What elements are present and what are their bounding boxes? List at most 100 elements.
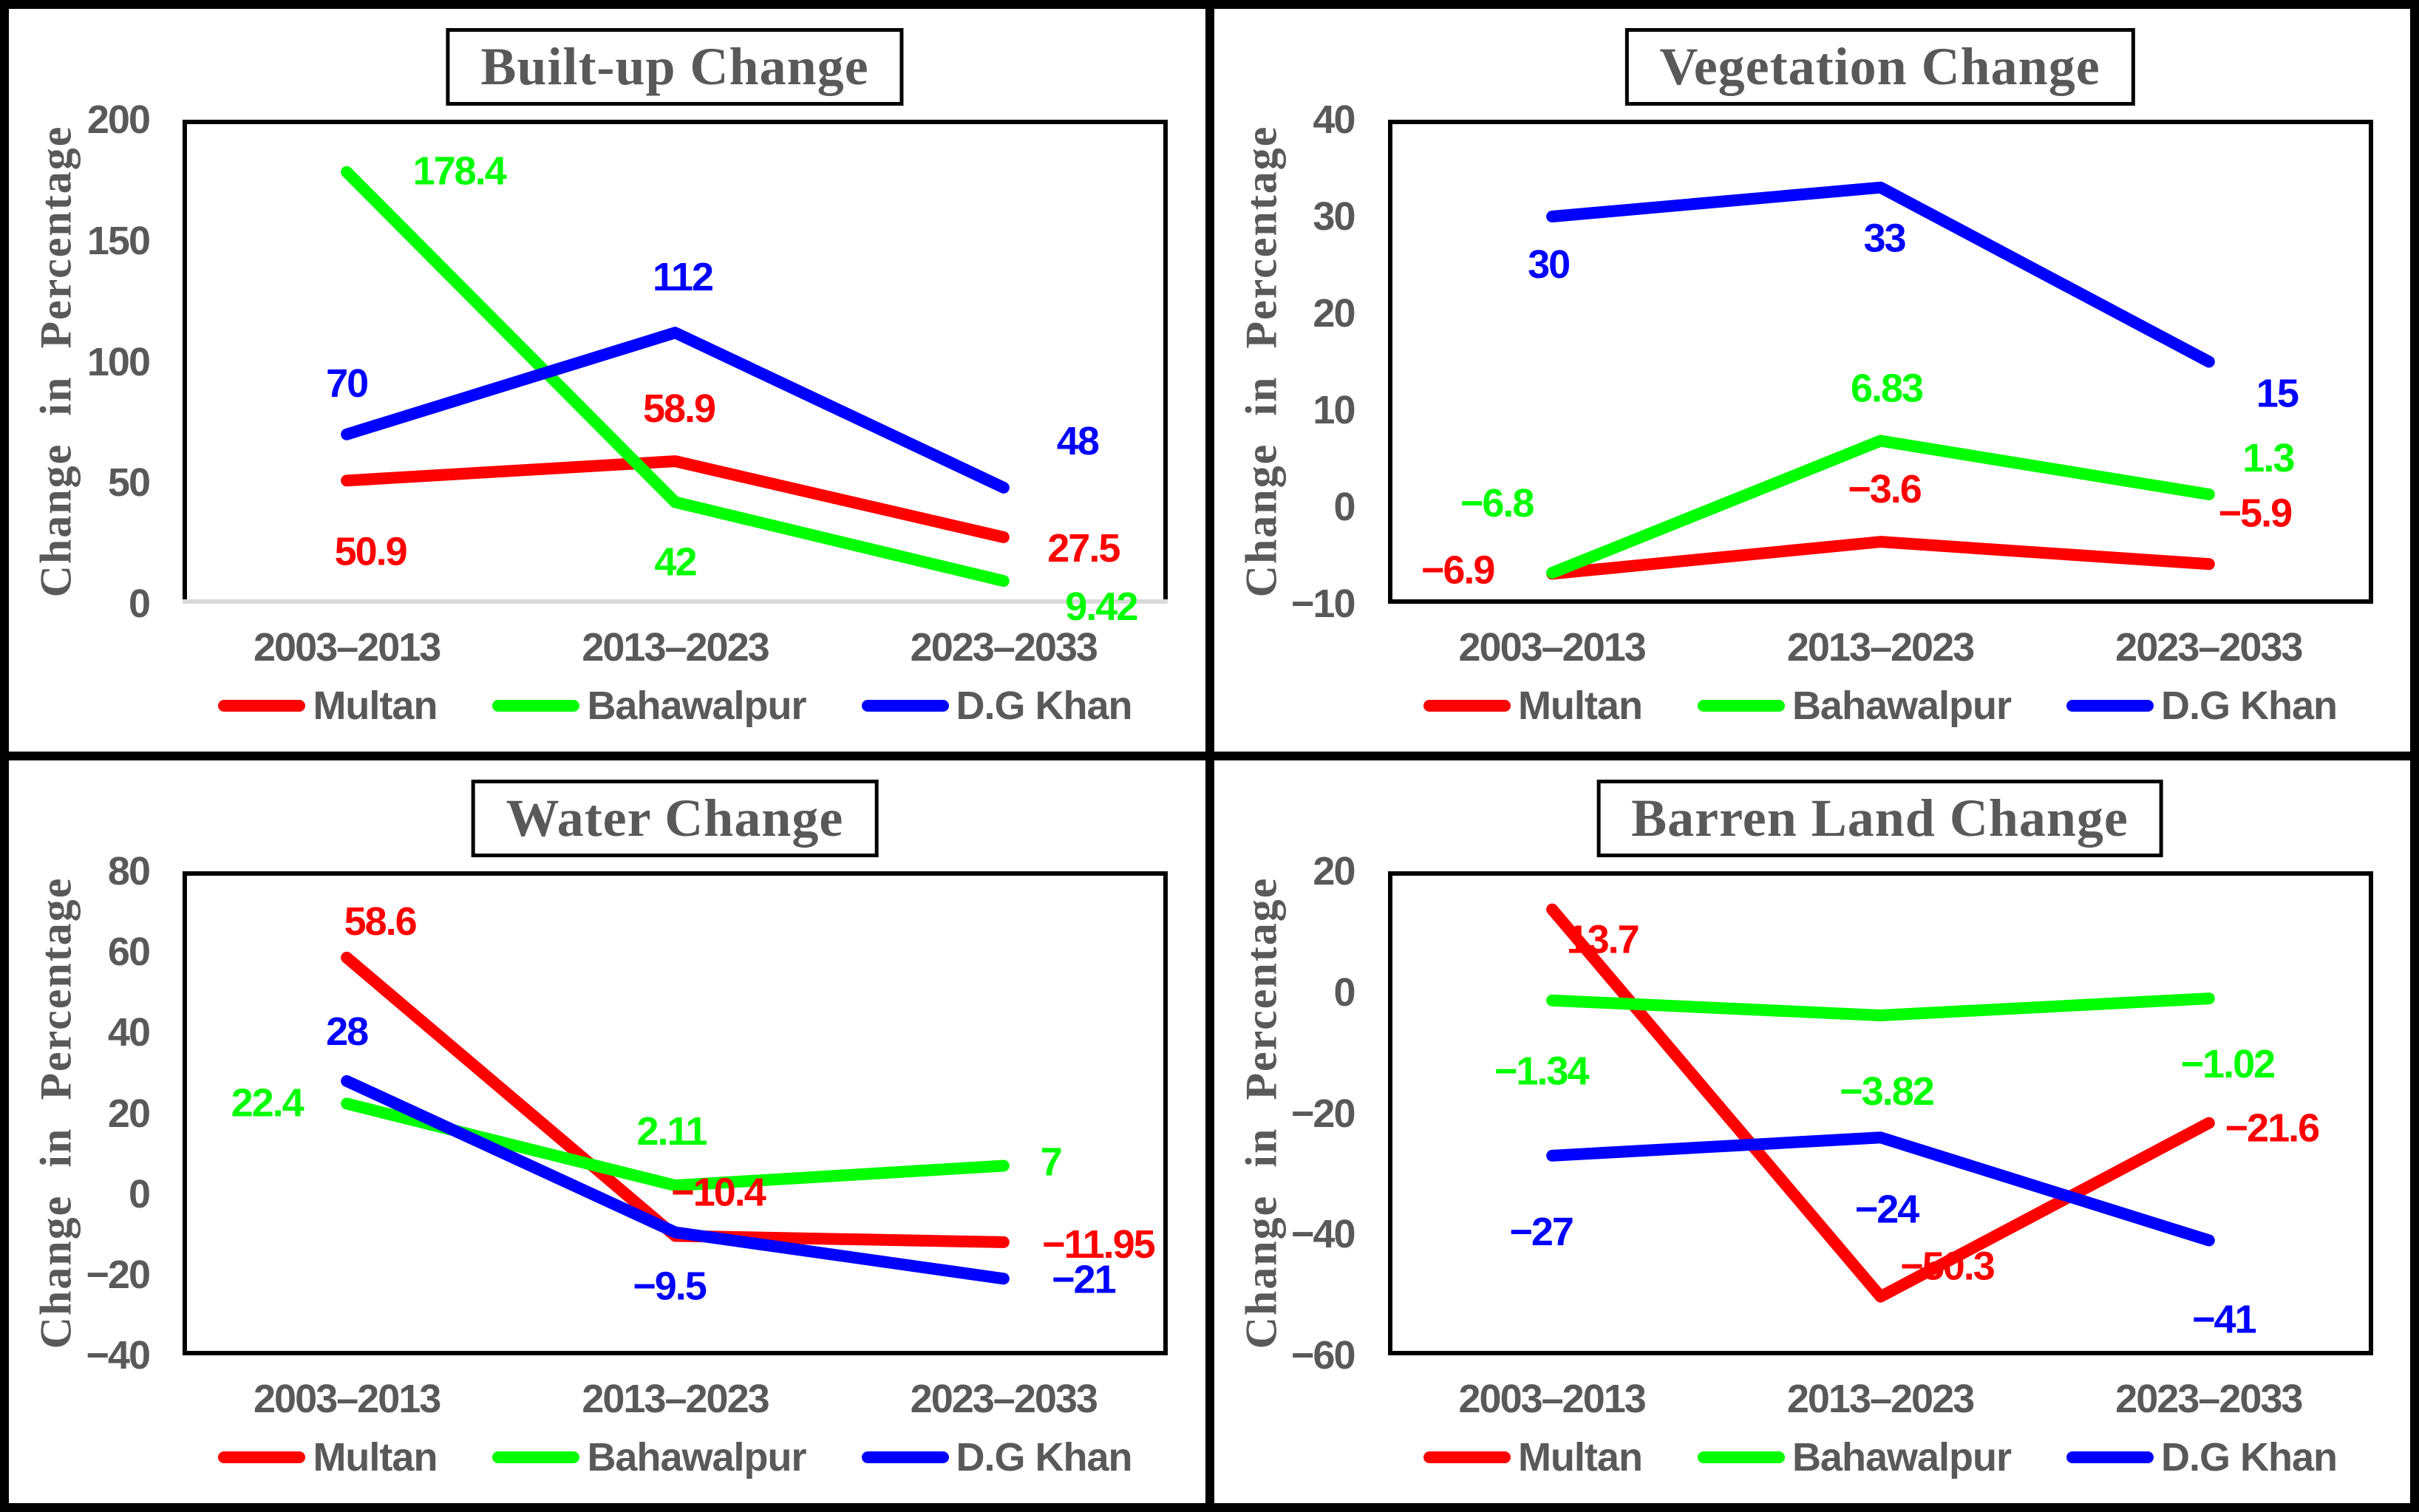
legend: Multan Bahawalpur D.G Khan xyxy=(1388,1434,2373,1480)
series-line-multan xyxy=(1545,536,2215,580)
data-label-d-g-khan: −41 xyxy=(2192,1297,2256,1341)
series-line-bahawalpur xyxy=(1545,435,2215,579)
legend-label: Multan xyxy=(1517,1435,1643,1479)
legend-item-d-g-khan: D.G Khan xyxy=(2066,1434,2338,1480)
chart-title-box: Barren Land Change xyxy=(1596,780,2163,857)
legend-label: D.G Khan xyxy=(2161,684,2338,728)
legend-label: Bahawalpur xyxy=(1792,1435,2012,1479)
y-tick-label: 40 xyxy=(107,1010,151,1055)
legend-item-d-g-khan: D.G Khan xyxy=(2066,683,2338,729)
chart-title: Vegetation Change xyxy=(1659,37,2100,96)
x-tick-label: 2003–2013 xyxy=(254,625,441,670)
y-axis-label: Change in Percentage xyxy=(1236,125,1285,598)
legend-label: Multan xyxy=(313,1435,438,1479)
y-tick-label: 30 xyxy=(1313,194,1355,239)
legend-swatch-d-g-khan xyxy=(2066,700,2154,712)
data-label-multan: −11.95 xyxy=(1042,1222,1155,1267)
y-tick-label: 100 xyxy=(86,339,151,384)
data-label-d-g-khan: 28 xyxy=(326,1009,368,1054)
y-tick-label: −20 xyxy=(1290,1091,1356,1136)
x-tick-label: 2003–2013 xyxy=(1458,1377,1647,1421)
data-label-d-g-khan: 112 xyxy=(653,255,712,299)
data-label-bahawalpur: −6.8 xyxy=(1460,481,1534,525)
data-label-multan: 58.9 xyxy=(643,386,715,431)
legend-item-multan: Multan xyxy=(1423,683,1643,729)
y-axis-label: Change in Percentage xyxy=(31,876,81,1349)
data-label-multan: 27.5 xyxy=(1047,526,1120,571)
y-tick-label: 0 xyxy=(1333,485,1355,529)
data-label-d-g-khan: −27 xyxy=(1509,1210,1573,1254)
data-label-multan: −50.3 xyxy=(1900,1244,1995,1289)
legend-swatch-d-g-khan xyxy=(861,1451,949,1463)
legend-swatch-multan xyxy=(218,1451,306,1463)
legend-swatch-multan xyxy=(1423,1451,1511,1463)
legend-swatch-d-g-khan xyxy=(861,700,949,712)
series-line-d-g-khan xyxy=(341,1075,1010,1285)
legend-label: Multan xyxy=(313,684,438,728)
y-tick-label: 0 xyxy=(1333,970,1355,1015)
series-line-multan xyxy=(341,455,1010,543)
data-label-bahawalpur: 178.4 xyxy=(413,149,507,194)
chart-title-box: Water Change xyxy=(471,780,879,857)
legend-swatch-bahawalpur xyxy=(492,700,580,712)
x-tick-label: 2023–2033 xyxy=(910,1377,1098,1421)
x-tick-label: 2013–2023 xyxy=(582,1377,769,1421)
data-label-bahawalpur: 9.42 xyxy=(1065,585,1137,629)
x-tick-label: 2013–2023 xyxy=(582,625,769,670)
data-label-bahawalpur: 7 xyxy=(1041,1140,1061,1184)
data-label-d-g-khan: 70 xyxy=(326,361,367,406)
legend-label: Multan xyxy=(1517,684,1643,728)
legend-swatch-multan xyxy=(218,700,306,712)
chart-title: Barren Land Change xyxy=(1631,789,2129,848)
water-change-panel: Water Change Change in Percentage −40 −20… xyxy=(9,760,1205,1503)
legend-label: D.G Khan xyxy=(956,684,1133,728)
data-label-d-g-khan: −24 xyxy=(1854,1187,1919,1231)
plot-area: 50.9 58.9 27.5 178.4 42 9.42 70 112 48 xyxy=(183,120,1168,629)
y-tick-label: −20 xyxy=(86,1252,151,1297)
legend: Multan Bahawalpur D.G Khan xyxy=(1388,683,2373,729)
y-tick-label: 10 xyxy=(1313,388,1355,432)
data-label-bahawalpur: 42 xyxy=(654,539,695,584)
data-label-bahawalpur: 22.4 xyxy=(231,1080,304,1125)
y-tick-label: −40 xyxy=(1290,1212,1356,1257)
x-tick-label: 2003–2013 xyxy=(254,1377,441,1421)
legend-item-d-g-khan: D.G Khan xyxy=(861,1434,1133,1480)
data-label-bahawalpur: 6.83 xyxy=(1850,367,1922,411)
legend-item-bahawalpur: Bahawalpur xyxy=(492,683,807,729)
y-tick-label: 50 xyxy=(107,460,151,505)
x-tick-label: 2003–2013 xyxy=(1458,625,1647,670)
legend-swatch-multan xyxy=(1423,700,1511,712)
y-tick-label: 200 xyxy=(86,98,151,142)
plot-area: −6.9 −3.6 −5.9 −6.8 6.83 1.3 30 33 15 xyxy=(1387,120,2373,604)
data-label-d-g-khan: 15 xyxy=(2256,372,2298,416)
data-label-multan: −6.9 xyxy=(1421,548,1494,592)
legend-item-multan: Multan xyxy=(1423,1434,1643,1480)
x-tick-label: 2013–2023 xyxy=(1786,625,1975,670)
legend-item-d-g-khan: D.G Khan xyxy=(861,683,1133,729)
y-tick-label: 150 xyxy=(86,218,151,263)
legend-item-bahawalpur: Bahawalpur xyxy=(1697,683,2012,729)
series-line-bahawalpur xyxy=(341,166,1010,588)
data-label-multan: 58.6 xyxy=(344,899,417,944)
legend-item-bahawalpur: Bahawalpur xyxy=(492,1434,807,1480)
y-tick-label: −40 xyxy=(86,1333,151,1378)
x-tick-label: 2013–2023 xyxy=(1786,1377,1975,1421)
y-tick-label: 40 xyxy=(1313,98,1355,142)
y-axis-label: Change in Percentage xyxy=(1236,876,1285,1349)
chart-title: Built-up Change xyxy=(480,37,869,96)
data-label-d-g-khan: 48 xyxy=(1057,419,1099,463)
legend-swatch-bahawalpur xyxy=(492,1451,580,1463)
legend-item-multan: Multan xyxy=(218,683,438,729)
legend-swatch-bahawalpur xyxy=(1697,1451,1785,1463)
data-label-multan: −10.4 xyxy=(671,1170,766,1214)
data-label-bahawalpur: −3.82 xyxy=(1840,1069,1933,1114)
data-label-multan: −5.9 xyxy=(2218,491,2292,535)
y-axis-label: Change in Percentage xyxy=(31,125,81,598)
y-tick-label: 20 xyxy=(1313,849,1355,893)
data-label-d-g-khan: 33 xyxy=(1863,217,1905,261)
series-line-bahawalpur xyxy=(1545,992,2215,1022)
legend-label: Bahawalpur xyxy=(587,1435,806,1479)
series-line-multan xyxy=(1545,903,2215,1303)
data-label-d-g-khan: −9.5 xyxy=(633,1264,707,1309)
